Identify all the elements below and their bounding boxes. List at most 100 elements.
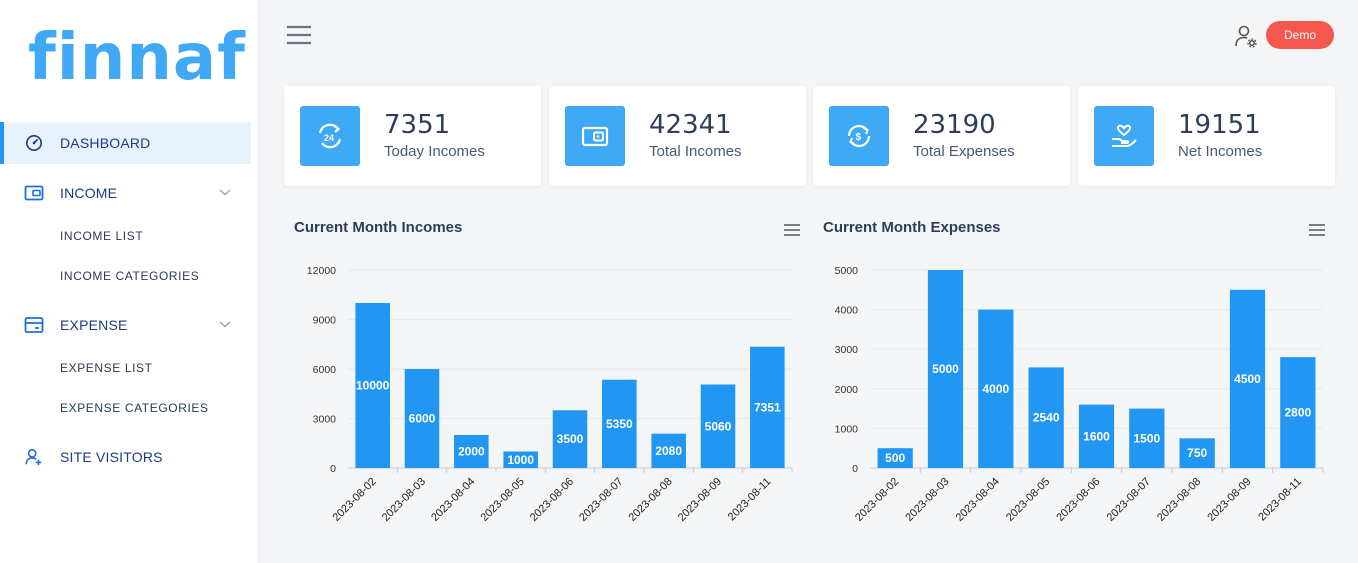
y-tick-label: 4000 (835, 305, 859, 317)
bar-value-label: 5350 (606, 417, 633, 431)
chart-menu-icon[interactable] (1308, 223, 1326, 237)
sidebar-item-dashboard[interactable]: DASHBOARD (0, 122, 251, 164)
hamburger-menu-icon[interactable] (286, 24, 312, 46)
bar (454, 435, 489, 468)
sidebar-subitem-expense-list[interactable]: EXPENSE LIST (60, 361, 153, 375)
y-tick-label: 0 (852, 463, 858, 475)
x-tick-label: 2023-08-06 (1054, 476, 1102, 524)
bar (355, 303, 390, 468)
sidebar-item-label: DASHBOARD (60, 135, 151, 151)
y-tick-label: 1000 (835, 423, 859, 435)
stat-value: 19151 (1178, 110, 1261, 140)
bar-value-label: 1600 (1083, 429, 1110, 443)
bar (404, 369, 440, 468)
bar (1280, 357, 1316, 468)
x-tick-label: 2023-08-09 (1205, 476, 1253, 524)
y-tick-label: 3000 (835, 344, 859, 356)
sidebar-subitem-income-list[interactable]: INCOME LIST (60, 229, 144, 243)
x-tick-label: 2023-08-04 (429, 476, 477, 524)
user-add-icon (25, 448, 42, 466)
x-tick-label: 2023-08-08 (627, 476, 675, 524)
bar-value-label: 3500 (557, 432, 584, 446)
stat-label: Total Expenses (913, 143, 1015, 160)
wallet-icon (581, 126, 609, 147)
app-logo[interactable]: finnaf (28, 21, 246, 95)
bar (651, 433, 686, 468)
chevron-down-icon[interactable] (218, 319, 232, 329)
x-tick-label: 2023-08-03 (380, 476, 428, 524)
credit-card-icon (24, 317, 44, 333)
y-tick-label: 6000 (313, 364, 337, 376)
bar (750, 346, 785, 468)
x-tick-label: 2023-08-09 (676, 476, 724, 524)
bar-value-label: 2000 (458, 445, 485, 459)
bar-value-label: 6000 (409, 412, 436, 426)
wallet-icon (24, 185, 44, 201)
chevron-down-icon[interactable] (218, 187, 232, 197)
x-tick-label: 2023-08-11 (726, 476, 774, 524)
y-tick-label: 2000 (835, 384, 859, 396)
sidebar-item-site-visitors[interactable]: SITE VISITORS (0, 436, 251, 478)
expenses-bar-chart: 0 1000 2000 3000 4000 5000 500 2023-08-02 5000 20… (835, 265, 1324, 524)
bar-value-label: 7351 (754, 400, 781, 414)
bar (1129, 408, 1165, 468)
stat-card-today-incomes: 24 7351 Today Incomes (284, 86, 541, 186)
chart-menu-icon[interactable] (783, 223, 801, 237)
x-tick-label: 2023-08-02 (853, 476, 901, 524)
sidebar-item-label: SITE VISITORS (60, 449, 163, 465)
x-tick-label: 2023-08-02 (331, 476, 379, 524)
y-tick-label: 12000 (307, 265, 336, 277)
bar (877, 448, 913, 468)
sidebar-item-label: EXPENSE (60, 317, 128, 333)
bar-value-label: 4500 (1234, 372, 1261, 386)
expenses-chart-panel: Current Month Expenses 0 1000 2000 3000 4000… (813, 205, 1333, 555)
chart-title: Current Month Incomes (294, 219, 463, 236)
bar (1028, 367, 1064, 468)
bar-value-label: 2800 (1284, 406, 1311, 420)
sidebar-subitem-expense-categories[interactable]: EXPENSE CATEGORIES (60, 401, 209, 415)
stat-icon-box: 24 (300, 106, 360, 166)
x-tick-label: 2023-08-05 (479, 476, 527, 524)
bar-value-label: 2080 (655, 444, 682, 458)
bar (700, 384, 736, 468)
bar-value-label: 750 (1187, 446, 1207, 460)
user-settings-icon[interactable] (1234, 24, 1258, 48)
bar (1229, 289, 1266, 468)
bar (503, 451, 538, 468)
svg-text:24: 24 (324, 133, 334, 143)
stat-value: 7351 (384, 110, 451, 140)
sidebar-item-income[interactable]: INCOME (0, 172, 251, 214)
money-cycle-icon: $ (847, 124, 871, 148)
x-tick-label: 2023-08-06 (528, 476, 576, 524)
bar (552, 410, 588, 468)
dashboard-gauge-icon (25, 134, 43, 152)
bar-value-label: 2540 (1033, 411, 1060, 425)
bar-value-label: 1000 (507, 453, 534, 467)
sidebar-subitem-income-categories[interactable]: INCOME CATEGORIES (60, 269, 200, 283)
stat-value: 23190 (913, 110, 996, 140)
stat-label: Today Incomes (384, 143, 485, 160)
stat-value: 42341 (649, 110, 732, 140)
incomes-bar-chart: 0 3000 6000 9000 12000 10000 2023-08-02 6000 202… (307, 265, 793, 524)
incomes-chart-panel: Current Month Incomes 0 3000 6000 9000 12000… (284, 205, 804, 555)
stat-label: Net Incomes (1178, 143, 1263, 160)
x-tick-label: 2023-08-07 (577, 476, 625, 524)
y-tick-label: 3000 (313, 414, 337, 426)
stat-icon-box: $ (829, 106, 889, 166)
bar-value-label: 500 (885, 451, 905, 465)
bar (1078, 404, 1115, 468)
x-tick-label: 2023-08-08 (1155, 476, 1203, 524)
bar-value-label: 4000 (982, 382, 1009, 396)
stat-card-net-incomes: 19151 Net Incomes (1078, 86, 1335, 186)
bar-value-label: 5060 (705, 419, 732, 433)
bar-value-label: 5000 (932, 362, 959, 376)
x-tick-label: 2023-08-03 (903, 476, 951, 524)
stat-icon-box (565, 106, 625, 166)
sidebar-item-expense[interactable]: EXPENSE (0, 304, 251, 346)
x-tick-label: 2023-08-07 (1105, 476, 1153, 524)
stat-icon-box (1094, 106, 1154, 166)
bar (1179, 438, 1215, 468)
demo-user-button[interactable]: Demo (1266, 21, 1334, 49)
bar (978, 309, 1014, 468)
y-tick-label: 5000 (835, 265, 859, 277)
